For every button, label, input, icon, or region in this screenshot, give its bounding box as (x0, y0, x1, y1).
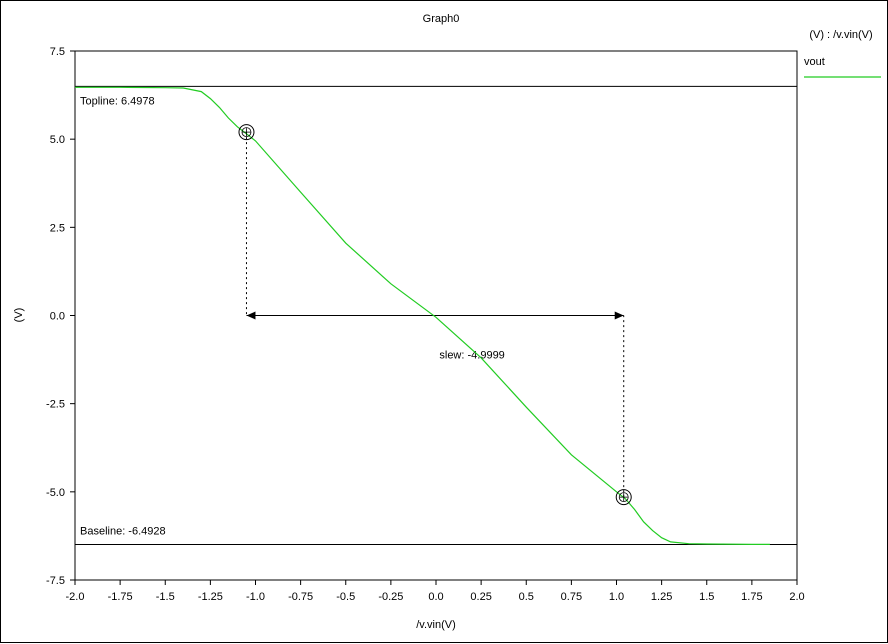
y-axis: 7.5 5.0 2.5 0.0 -2.5 -5.0 -7.5 (46, 46, 75, 587)
x-tick-label: 0.0 (428, 591, 443, 603)
topline-label: Topline: 6.4978 (80, 95, 155, 107)
x-tick-label: 1.0 (609, 591, 624, 603)
y-tick-label: 7.5 (50, 46, 65, 58)
x-tick-label: -1.75 (108, 591, 133, 603)
x-tick-label: -2.0 (66, 591, 85, 603)
series-layer (75, 86, 770, 546)
legend-header: (V) : /v.vin(V) (809, 29, 872, 41)
x-axis: -2.0 -1.75 -1.5 -1.25 -1.0 -0.75 -0.5 -0.25 0.0 0… (66, 580, 805, 603)
reference-lines: Topline: 6.4978 Baseline: -6.4928 (75, 85, 797, 545)
series-line-vout (75, 86, 770, 546)
marker-outer-ring (615, 489, 632, 506)
arrow-right-icon (614, 311, 624, 320)
x-tick-label: 0.25 (470, 591, 491, 603)
x-tick-label: -0.75 (288, 591, 313, 603)
x-tick-label: -0.5 (336, 591, 355, 603)
y-tick-label: 2.5 (50, 222, 65, 234)
arrow-left-icon (246, 311, 256, 320)
x-tick-label: -1.25 (198, 591, 223, 603)
x-tick-label: 0.75 (561, 591, 582, 603)
x-tick-label: -1.0 (246, 591, 265, 603)
markers (238, 124, 632, 506)
x-tick-label: 1.75 (741, 591, 762, 603)
x-tick-label: 0.5 (519, 591, 534, 603)
marker-inner-ring (241, 127, 252, 138)
slew-annotation: slew: -4.9999 (245, 132, 625, 498)
crosshair-marker-icon (238, 124, 255, 141)
x-tick-label: 1.5 (699, 591, 714, 603)
marker-outer-ring (238, 124, 255, 141)
y-axis-label: (V) (13, 308, 25, 323)
x-tick-label: -1.5 (156, 591, 175, 603)
y-tick-label: -2.5 (46, 399, 65, 411)
x-tick-label: 1.25 (651, 591, 672, 603)
marker-inner-ring (618, 492, 629, 503)
y-tick-label: -7.5 (46, 575, 65, 587)
crosshair-marker-icon (615, 489, 632, 506)
x-axis-label: /v.vin(V) (416, 619, 456, 631)
legend-item-label: vout (804, 56, 825, 68)
y-tick-label: -5.0 (46, 487, 65, 499)
y-tick-label: 0.0 (50, 311, 65, 323)
chart-title: Graph0 (423, 13, 460, 25)
legend[interactable]: (V) : /v.vin(V) vout (804, 29, 881, 78)
x-tick-label: -0.25 (378, 591, 403, 603)
baseline-label: Baseline: -6.4928 (80, 525, 166, 537)
x-tick-label: 2.0 (789, 591, 804, 603)
y-tick-label: 5.0 (50, 134, 65, 146)
slew-label: slew: -4.9999 (439, 350, 504, 362)
